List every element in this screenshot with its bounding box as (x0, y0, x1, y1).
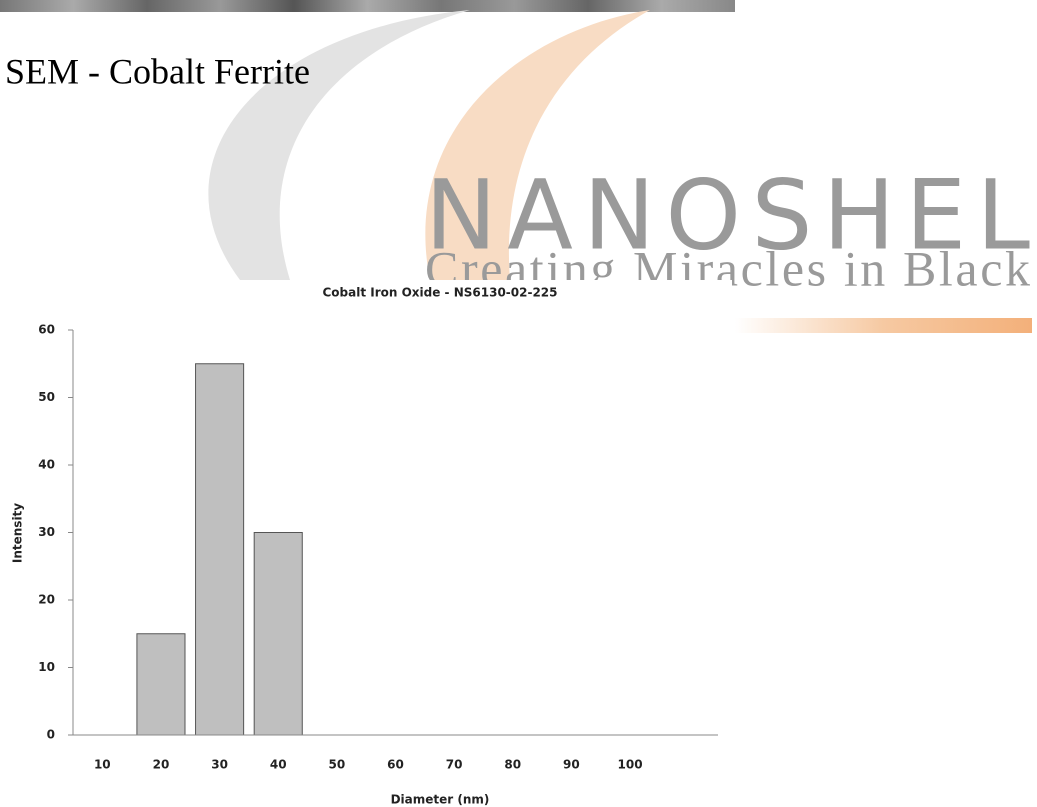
document: NANOSHEL Creating Miracles in Black SEM … (0, 0, 1037, 807)
x-tick-label: 40 (270, 758, 287, 772)
x-tick-label: 80 (504, 758, 521, 772)
bar (196, 364, 244, 735)
x-tick-label: 20 (153, 758, 170, 772)
y-tick-label: 20 (38, 593, 55, 607)
bar (137, 634, 185, 735)
y-tick-label: 60 (38, 323, 55, 337)
logo-bar (735, 318, 1032, 333)
chart-background (0, 280, 732, 807)
x-tick-label: 60 (387, 758, 404, 772)
heading: SEM - Cobalt Ferrite (5, 51, 310, 91)
x-axis-title: Diameter (nm) (391, 793, 490, 807)
page: NANOSHEL Creating Miracles in Black SEM … (0, 0, 1037, 807)
y-axis-title: Intensity (11, 503, 25, 563)
y-tick-label: 40 (38, 458, 55, 472)
x-tick-label: 10 (94, 758, 111, 772)
x-tick-label: 70 (446, 758, 463, 772)
x-tick-label: 100 (618, 758, 643, 772)
y-tick-label: 0 (47, 728, 55, 742)
y-tick-label: 30 (38, 525, 55, 539)
sem-image (0, 0, 735, 12)
x-tick-label: 50 (329, 758, 346, 772)
x-tick-label: 90 (563, 758, 580, 772)
chart-title: Cobalt Iron Oxide - NS6130-02-225 (322, 286, 557, 300)
x-tick-label: 30 (211, 758, 228, 772)
y-tick-label: 50 (38, 390, 55, 404)
bar (254, 533, 302, 736)
y-tick-label: 10 (38, 660, 55, 674)
